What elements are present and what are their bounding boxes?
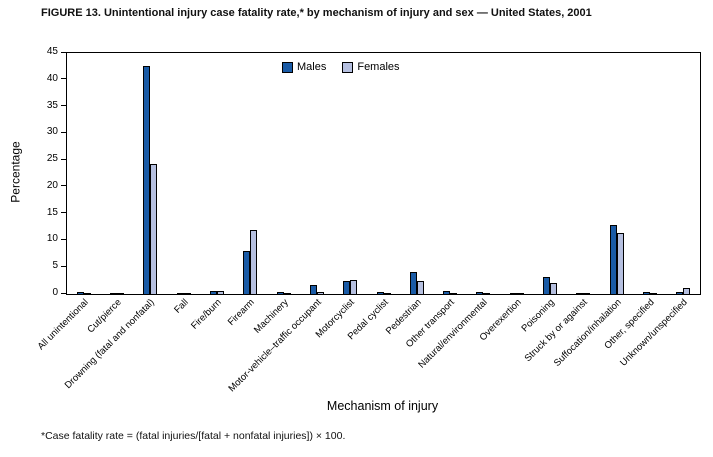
bar-males-11 — [409, 271, 417, 294]
bar-females-9 — [350, 280, 358, 294]
bar-males-10 — [376, 292, 384, 294]
males-swatch-icon — [282, 61, 293, 73]
y-tick-label: 5 — [52, 260, 58, 272]
bar-males-15 — [543, 277, 551, 294]
bar-females-5 — [216, 291, 224, 294]
bar-males-14 — [509, 293, 517, 294]
bar-females-10 — [383, 292, 391, 294]
y-tick-label: 30 — [46, 126, 58, 138]
bar-males-5 — [209, 290, 217, 294]
bar-females-6 — [250, 229, 258, 294]
y-tick-label: 40 — [46, 72, 58, 84]
legend: Males Females — [282, 61, 400, 73]
bar-females-19 — [683, 287, 691, 294]
y-axis-tick — [61, 212, 66, 214]
bar-males-12 — [443, 291, 451, 294]
y-tick-label: 35 — [46, 99, 58, 111]
bar-females-15 — [550, 283, 558, 294]
bar-males-4 — [176, 292, 184, 294]
y-tick-label: 20 — [46, 179, 58, 191]
bar-males-16 — [576, 293, 584, 294]
footnote: *Case fatality rate = (fatal injuries/[f… — [41, 430, 346, 442]
bar-females-7 — [283, 293, 291, 294]
y-tick-label: 10 — [46, 233, 58, 245]
bar-females-13 — [483, 292, 491, 294]
legend-females-label: Females — [357, 61, 400, 73]
y-axis-label: Percentage — [8, 141, 23, 203]
legend-item-males: Males — [282, 61, 326, 73]
bar-males-19 — [676, 292, 684, 294]
y-axis-tick — [61, 105, 66, 107]
bar-females-3 — [150, 164, 158, 294]
y-axis-tick — [61, 131, 66, 133]
bar-females-18 — [650, 292, 657, 294]
y-axis-tick — [61, 158, 66, 160]
bar-males-3 — [143, 65, 151, 294]
x-tick-label: All unintentional — [35, 297, 91, 353]
y-axis-tick — [61, 185, 66, 187]
bar-males-7 — [276, 292, 284, 294]
bar-females-1 — [83, 292, 91, 294]
bar-males-18 — [643, 292, 650, 294]
bar-males-17 — [609, 224, 617, 294]
y-axis-tick — [61, 51, 66, 53]
y-axis-tick — [61, 265, 66, 267]
bar-females-14 — [516, 293, 524, 294]
bar-females-8 — [316, 292, 324, 294]
legend-males-label: Males — [297, 61, 327, 73]
bar-males-9 — [343, 281, 351, 294]
y-tick-label: 15 — [46, 206, 58, 218]
figure-title: FIGURE 13. Unintentional injury case fat… — [41, 7, 592, 19]
bar-females-17 — [616, 232, 624, 294]
bar-females-2 — [117, 293, 124, 294]
y-tick-label: 45 — [46, 46, 58, 57]
bar-males-6 — [243, 251, 251, 294]
legend-item-females: Females — [342, 61, 400, 73]
bar-males-1 — [76, 291, 84, 294]
plot-area: Males Females — [66, 52, 701, 295]
females-swatch-icon — [342, 61, 354, 73]
y-tick-label: 25 — [46, 153, 58, 165]
y-axis-tick — [61, 238, 66, 240]
bar-females-4 — [183, 293, 191, 294]
x-axis-label: Mechanism of injury — [326, 399, 439, 413]
y-axis-tick — [61, 78, 66, 80]
bar-males-8 — [309, 285, 317, 294]
y-axis-tick — [61, 292, 66, 294]
bar-females-11 — [416, 281, 424, 294]
bar-females-12 — [450, 292, 458, 294]
bar-males-13 — [476, 292, 484, 294]
y-tick-label: 0 — [52, 287, 58, 298]
bar-females-16 — [583, 293, 591, 294]
bar-males-2 — [110, 293, 117, 294]
